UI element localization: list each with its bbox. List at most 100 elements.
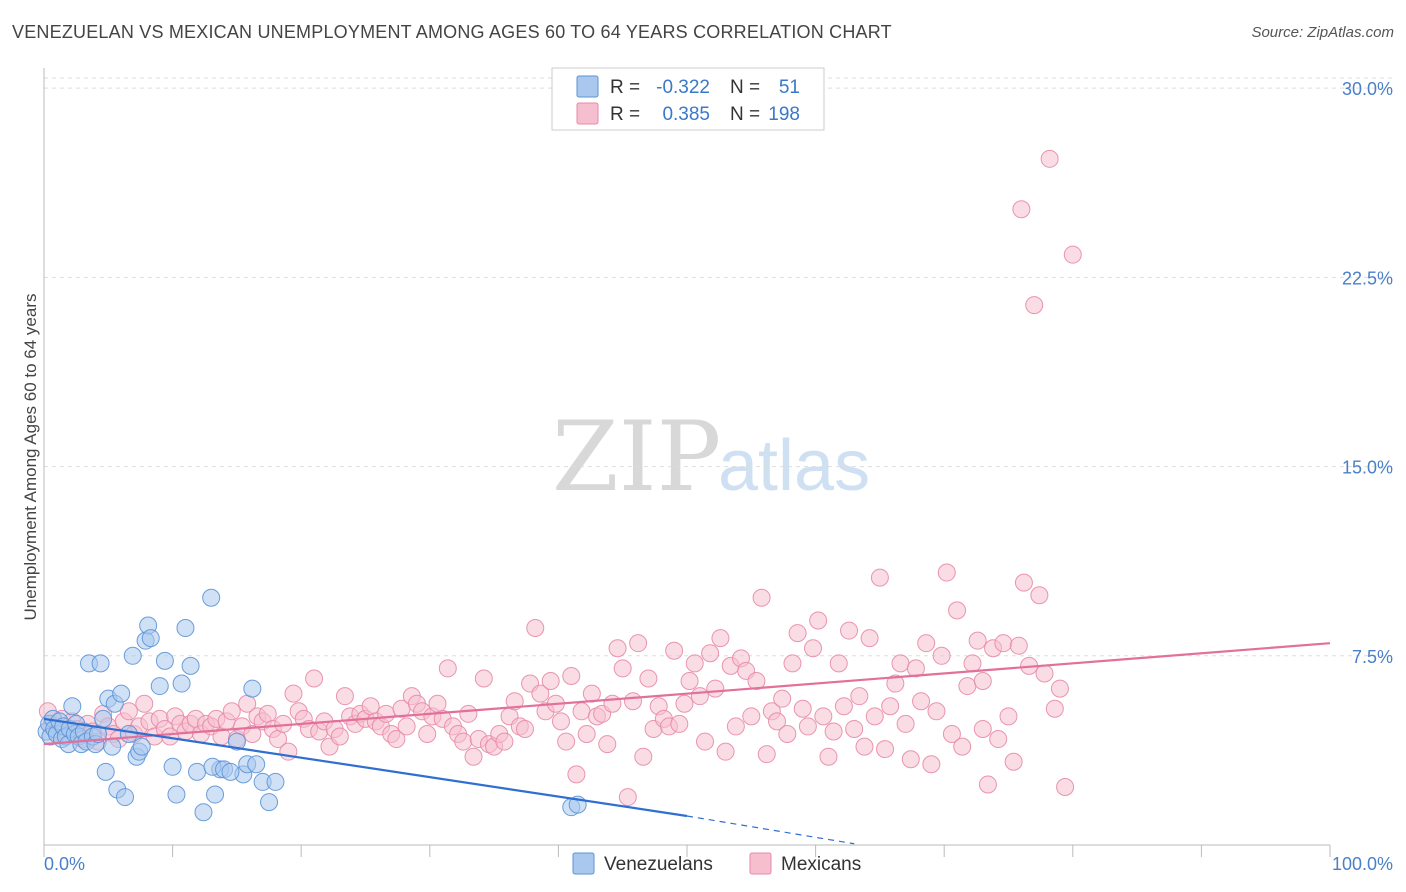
venezuelan-point [123,646,142,665]
x-tick-label-min: 0.0% [44,854,85,874]
mexican-point [397,717,416,736]
venezuelan-point [163,757,182,776]
series-legend-swatch-mexicans [749,852,772,875]
gridlines [44,77,1392,657]
mexican-point [855,737,874,756]
mexican-point [809,611,828,630]
mexican-point [1030,586,1049,605]
venezuelan-point [63,697,82,716]
mexican-point [819,747,838,766]
venezuelan-point [96,762,115,781]
y-tick-label: 22.5% [1342,268,1393,288]
legend-swatch-venezuelans [576,75,599,98]
mexican-point [1009,636,1028,655]
mexican-point [932,646,951,665]
mexican-point [701,644,720,663]
mexican-point [870,568,889,587]
series-legend: Venezuelans Mexicans [572,852,861,875]
mexican-point [639,669,658,688]
chart-title: VENEZUELAN VS MEXICAN UNEMPLOYMENT AMONG… [12,22,892,42]
mexican-point [557,732,576,751]
series-legend-label-venezuelans: Venezuelans [604,854,713,875]
y-tick-label: 7.5% [1352,647,1393,667]
mexican-point [428,694,447,713]
mexican-point [752,588,771,607]
venezuelan-point [266,772,285,791]
mexican-point [551,712,570,731]
venezuelans-trend-extension [686,815,855,845]
venezuelan-point [243,679,262,698]
watermark: ZIP atlas [552,401,870,513]
mexican-point [711,629,730,648]
mexican-point [222,702,241,721]
mexican-point [917,634,936,653]
legend-n-label-venezuelans: N = [730,77,760,98]
venezuelan-point [116,788,135,807]
mexican-point [829,654,848,673]
mexican-point [634,747,653,766]
watermark-zip: ZIP [552,401,721,513]
legend-r-value-venezuelans: -0.322 [656,77,710,98]
mexican-point [948,601,967,620]
mexican-point [973,719,992,738]
mexican-point [515,719,534,738]
mexican-point [773,689,792,708]
series-legend-label-mexicans: Mexicans [781,854,861,875]
mexican-point [865,707,884,726]
mexican-point [716,742,735,761]
y-tick-label: 30.0% [1342,79,1393,99]
venezuelan-point [194,803,213,822]
legend-swatch-mexicans [576,102,599,125]
mexican-point [834,697,853,716]
y-tick-labels: 7.5% 15.0% 22.5% 30.0% [1342,79,1393,667]
mexican-point [685,654,704,673]
venezuelan-point [176,619,195,638]
mexican-point [438,659,457,678]
legend-r-value-mexicans: 0.385 [662,104,710,125]
x-tick-label-max: 100.0% [1332,854,1393,874]
mexican-point [670,714,689,733]
venezuelan-point [112,684,131,703]
y-tick-label: 15.0% [1342,458,1393,478]
mexican-point [989,730,1008,749]
mexican-point [454,732,473,751]
venezuelan-point [202,588,221,607]
mexican-point [284,684,303,703]
mexican-point [953,737,972,756]
mexican-point [747,672,766,691]
venezuelan-point [132,737,151,756]
mexican-point [891,654,910,673]
mexican-point [973,672,992,691]
mexican-point [1025,296,1044,315]
mexican-point [598,735,617,754]
mexican-point [922,755,941,774]
mexican-point [1045,699,1064,718]
mexican-point [783,654,802,673]
venezuelans-trend-line [43,717,688,818]
mexican-point [567,765,586,784]
mexican-point [814,707,833,726]
venezuelan-point [91,654,110,673]
venezuelan-point [260,793,279,812]
mexican-point [603,694,622,713]
mexican-point [850,687,869,706]
mexican-point [912,692,931,711]
x-tick-labels: 0.0% 100.0% [44,854,1393,874]
legend-n-label-mexicans: N = [730,104,760,125]
mexican-point [505,692,524,711]
mexicans-trend-line [43,642,1331,746]
venezuelan-point [221,762,240,781]
correlation-legend: R = -0.322 N = 51 R = 0.385 N = 198 [551,67,825,131]
mexican-point [377,704,396,723]
mexican-point [1050,679,1069,698]
mexican-point [464,747,483,766]
watermark-atlas: atlas [718,426,870,506]
mexican-point [577,725,596,743]
mexican-point [1012,200,1031,219]
legend-n-value-venezuelans: 51 [779,77,800,98]
mexican-point [418,725,437,743]
mexican-point [495,732,514,751]
venezuelan-point [141,629,160,648]
legend-n-value-mexicans: 198 [768,104,800,125]
